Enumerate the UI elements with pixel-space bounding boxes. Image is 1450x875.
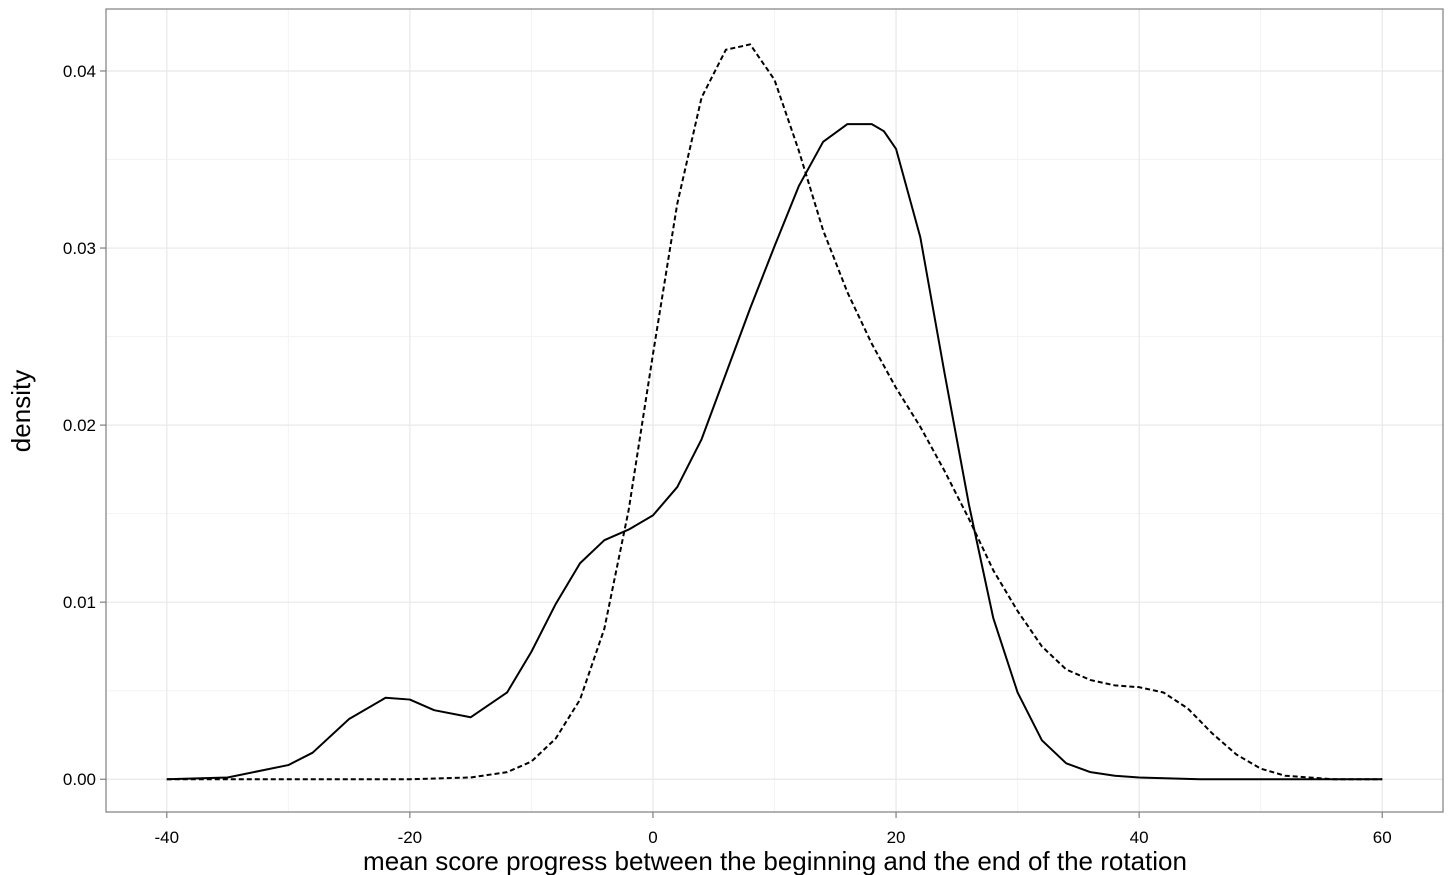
major-gridlines (106, 9, 1443, 812)
y-axis-title: density (6, 370, 36, 452)
x-tick-label: -40 (154, 828, 179, 847)
y-axis: 0.00 0.01 0.02 0.03 0.04 (63, 62, 106, 789)
x-tick-label: -20 (398, 828, 423, 847)
x-tick-label: 60 (1373, 828, 1392, 847)
x-tick-label: 0 (648, 828, 657, 847)
y-tick-label: 0.00 (63, 770, 96, 789)
y-tick-label: 0.04 (63, 62, 96, 81)
y-tick-label: 0.03 (63, 239, 96, 258)
y-tick-label: 0.02 (63, 416, 96, 435)
x-axis: -40 -20 0 20 40 60 (154, 812, 1392, 847)
solid-density-line (166, 123, 1383, 781)
dashed-density-line (166, 43, 1383, 781)
minor-gridlines (106, 9, 1443, 812)
plot-panel-border (105, 8, 1444, 813)
series-layer (166, 43, 1383, 781)
y-tick-label: 0.01 (63, 593, 96, 612)
x-tick-label: 20 (887, 828, 906, 847)
x-tick-label: 40 (1130, 828, 1149, 847)
x-axis-title: mean score progress between the beginnin… (363, 846, 1187, 875)
